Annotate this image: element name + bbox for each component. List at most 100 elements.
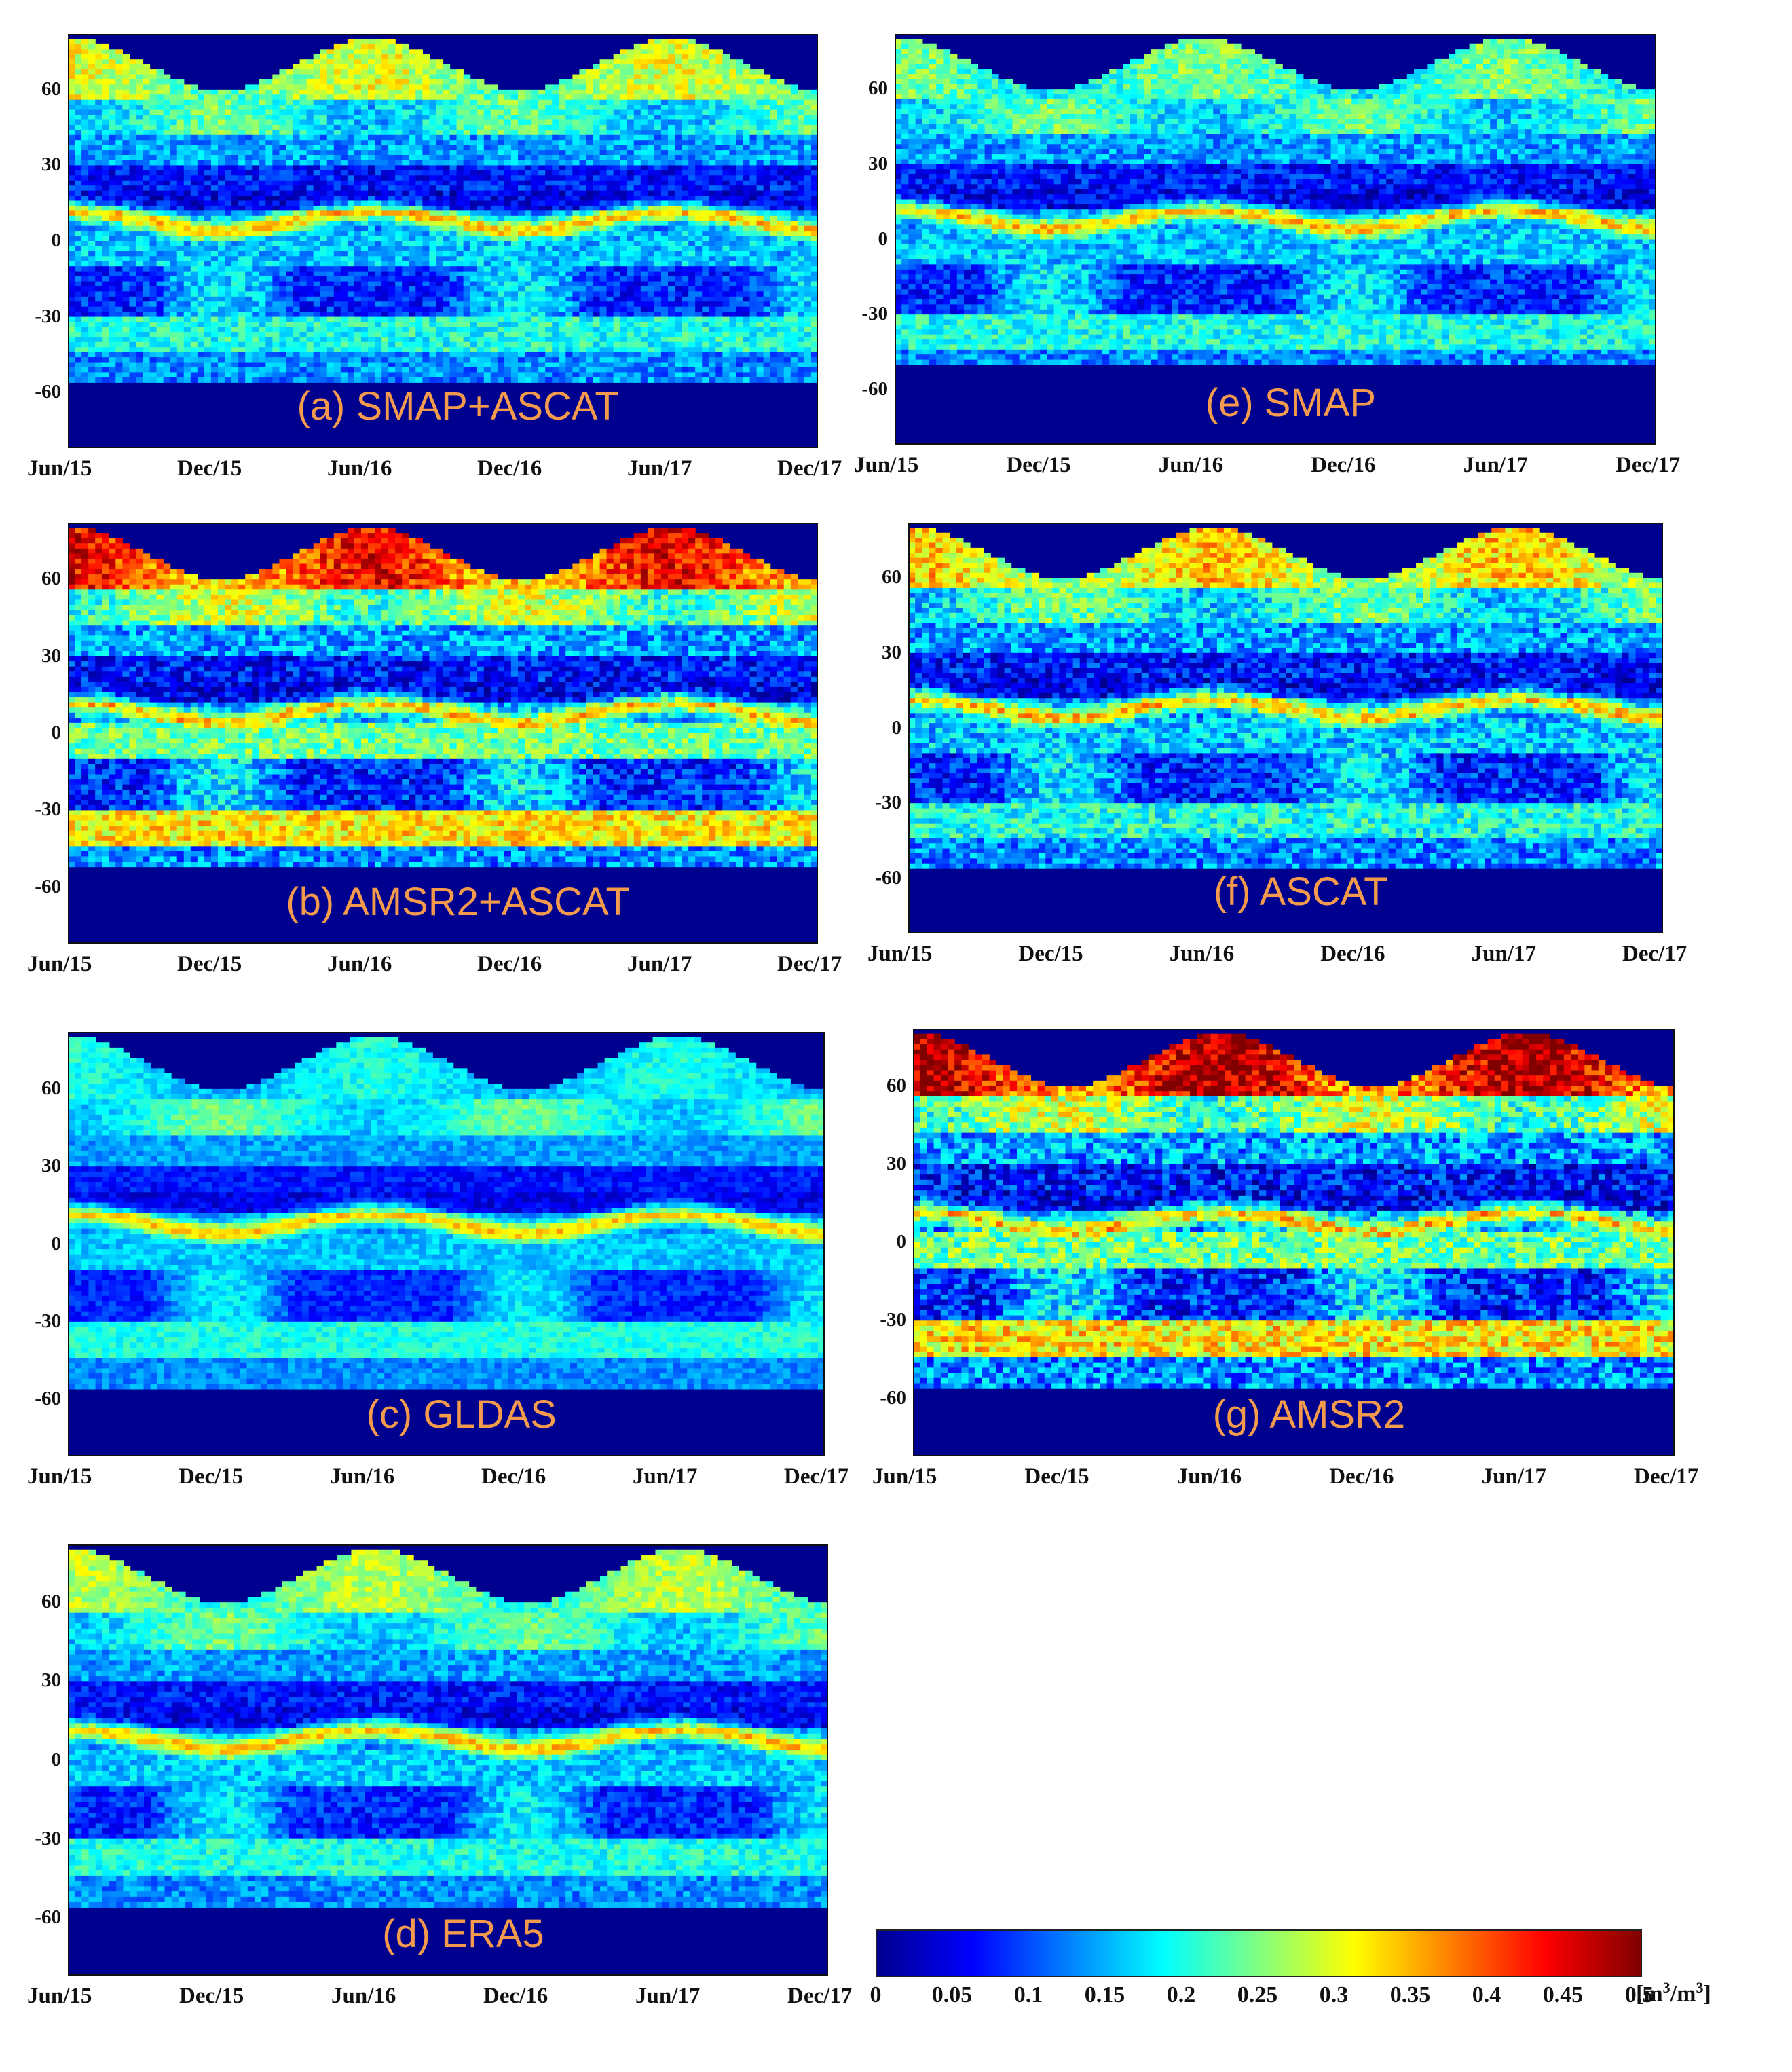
x-tick-label: Jun/16 xyxy=(330,1464,394,1490)
x-tick-label: Dec/16 xyxy=(1311,453,1375,478)
x-tick-label: Jun/15 xyxy=(854,453,918,478)
x-tick-label: Dec/15 xyxy=(1018,942,1083,967)
x-tick-label: Jun/16 xyxy=(327,952,392,977)
plot-frame xyxy=(68,523,818,944)
colorbar-tick-label: 0.25 xyxy=(1237,1982,1278,2008)
panel-title: (c) GLDAS xyxy=(367,1392,557,1437)
x-tick-label: Dec/16 xyxy=(477,952,542,977)
y-tick-label: 0 xyxy=(859,1231,907,1253)
y-tick-label: 30 xyxy=(854,642,901,664)
y-tick-label: 60 xyxy=(840,77,888,100)
x-tick-label: Dec/15 xyxy=(177,952,242,977)
y-tick-label: 60 xyxy=(14,78,61,100)
heatmap-a xyxy=(68,34,818,448)
panel-title: (e) SMAP xyxy=(1206,380,1376,426)
y-tick-label: 30 xyxy=(14,153,61,176)
heatmap-f xyxy=(908,523,1663,933)
y-tick-label: 60 xyxy=(859,1075,906,1097)
x-tick-label: Jun/15 xyxy=(867,942,932,967)
panel-a: 60 30 0 -30 -60 Jun/15 Dec/15 Jun/16 Dec/16 Jun/1… xyxy=(27,34,842,496)
plot-frame xyxy=(908,523,1663,933)
x-tick-label: Jun/16 xyxy=(1177,1464,1242,1490)
y-tick-label: -60 xyxy=(14,1906,61,1929)
colorbar-unit: [m3/m3] xyxy=(1636,1979,1711,2007)
x-tick-label: Dec/17 xyxy=(1616,453,1680,478)
x-tick-label: Jun/17 xyxy=(633,1464,697,1490)
x-tick-label: Dec/17 xyxy=(784,1464,848,1490)
y-tick-label: 0 xyxy=(840,228,889,251)
y-tick-label: 60 xyxy=(14,568,61,590)
heatmap-b xyxy=(68,523,818,944)
y-tick-label: 60 xyxy=(14,1077,61,1100)
colorbar-tick-label: 0.05 xyxy=(932,1982,973,2008)
x-tick-label: Jun/15 xyxy=(27,456,92,481)
panel-d: 60 30 0 -30 -60 Jun/15 Dec/15 Jun/16 Dec/16 Jun/1… xyxy=(27,1544,852,2023)
panel-g: 60 30 0 -30 -60 Jun/15 Dec/15 Jun/16 Dec/16 Jun/1… xyxy=(872,1029,1698,1504)
x-tick-label: Dec/17 xyxy=(1622,942,1687,967)
colorbar-tick-label: 0.15 xyxy=(1085,1982,1125,2008)
colorbar-tick-label: 0.3 xyxy=(1320,1982,1349,2008)
y-tick-label: -60 xyxy=(859,1387,906,1409)
y-tick-label: -30 xyxy=(840,303,888,325)
panel-f: 60 30 0 -30 -60 Jun/15 Dec/15 Jun/16 Dec/16 Jun/1… xyxy=(867,523,1687,981)
plot-frame xyxy=(68,1032,825,1456)
y-tick-label: -30 xyxy=(14,798,61,821)
colorbar-tick-label: 0.45 xyxy=(1543,1982,1584,2008)
plot-frame xyxy=(68,34,818,448)
panel-title: (g) AMSR2 xyxy=(1213,1392,1406,1437)
x-tick-label: Jun/15 xyxy=(872,1464,937,1490)
y-tick-label: -60 xyxy=(854,867,901,889)
x-tick-label: Jun/17 xyxy=(635,1984,700,2009)
plot-frame xyxy=(895,34,1656,445)
x-tick-label: Jun/15 xyxy=(27,952,92,977)
x-tick-label: Dec/15 xyxy=(1024,1464,1089,1490)
colorbar-tick-label: 0 xyxy=(870,1982,882,2008)
panel-title: (a) SMAP+ASCAT xyxy=(297,384,618,429)
x-tick-label: Jun/17 xyxy=(1463,453,1528,478)
colorbar-tick-label: 0.5 xyxy=(1625,1982,1654,2008)
x-tick-label: Dec/15 xyxy=(179,1464,243,1490)
y-tick-label: 60 xyxy=(14,1591,61,1613)
x-tick-label: Dec/16 xyxy=(483,1984,548,2009)
panel-b: 60 30 0 -30 -60 Jun/15 Dec/15 Jun/16 Dec/16 Jun/1… xyxy=(27,523,842,991)
x-tick-label: Jun/17 xyxy=(627,456,692,481)
panel-title: (d) ERA5 xyxy=(382,1911,544,1957)
x-tick-label: Dec/15 xyxy=(1006,453,1070,478)
x-tick-label: Jun/16 xyxy=(327,456,392,481)
y-tick-label: 30 xyxy=(14,1155,61,1177)
colorbar xyxy=(876,1929,1642,1977)
y-tick-label: 0 xyxy=(854,717,902,739)
x-tick-label: Jun/17 xyxy=(1482,1464,1546,1490)
y-tick-label: -60 xyxy=(14,1388,61,1410)
y-tick-label: 30 xyxy=(840,153,888,175)
y-tick-label: -60 xyxy=(14,876,61,898)
x-tick-label: Jun/17 xyxy=(1472,942,1536,967)
y-tick-label: -30 xyxy=(14,306,61,328)
y-tick-label: -30 xyxy=(14,1828,61,1850)
heatmap-d xyxy=(68,1544,828,1976)
heatmap-g xyxy=(913,1029,1675,1456)
x-tick-label: Dec/17 xyxy=(777,456,842,481)
y-tick-label: 30 xyxy=(859,1153,906,1175)
y-tick-label: 30 xyxy=(14,645,61,667)
panel-title: (f) ASCAT xyxy=(1214,869,1388,914)
plot-frame xyxy=(68,1544,828,1976)
x-tick-label: Jun/15 xyxy=(27,1464,92,1490)
panel-e: 60 30 0 -30 -60 Jun/15 Dec/15 Jun/16 Dec/16 Jun/1… xyxy=(854,34,1680,492)
y-tick-label: 0 xyxy=(14,1749,62,1771)
x-tick-label: Dec/16 xyxy=(481,1464,546,1490)
colorbar-tick-label: 0.4 xyxy=(1472,1982,1501,2008)
x-tick-label: Dec/15 xyxy=(177,456,242,481)
x-tick-label: Dec/16 xyxy=(1320,942,1385,967)
y-tick-label: -30 xyxy=(854,792,901,814)
x-tick-label: Jun/15 xyxy=(27,1984,92,2009)
panel-title: (b) AMSR2+ASCAT xyxy=(286,879,630,925)
y-tick-label: -60 xyxy=(14,381,61,403)
x-tick-label: Dec/15 xyxy=(179,1984,244,2009)
heatmap-c xyxy=(68,1032,825,1456)
y-tick-label: -60 xyxy=(840,378,888,401)
y-tick-label: -30 xyxy=(859,1309,906,1331)
colorbar-tick-label: 0.1 xyxy=(1014,1982,1043,2008)
x-tick-label: Jun/17 xyxy=(627,952,692,977)
heatmap-e xyxy=(895,34,1656,445)
